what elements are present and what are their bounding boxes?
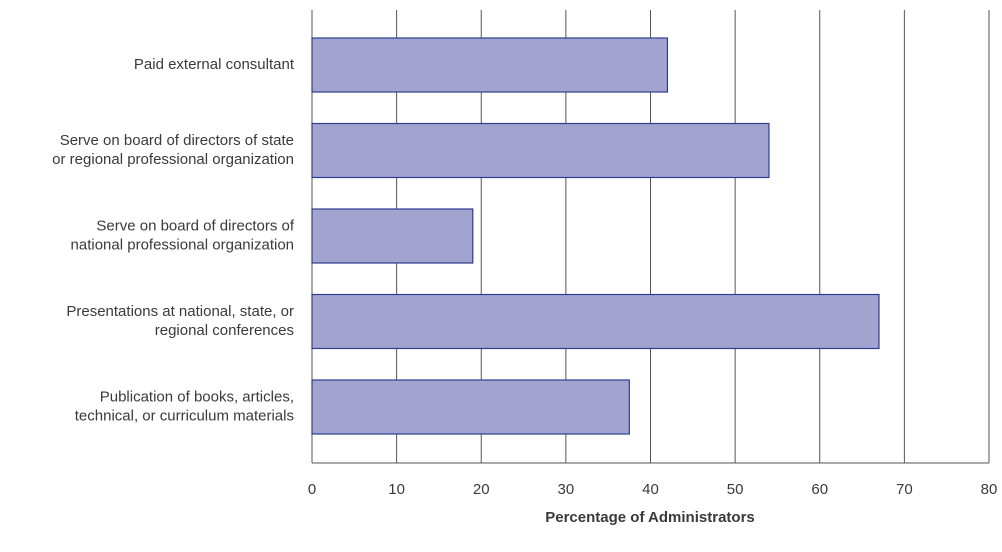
y-tick-label: Serve on board of directors of national p…	[71, 217, 295, 253]
y-tick-label: Serve on board of directors of state or r…	[52, 132, 294, 168]
x-tick-label: 50	[727, 481, 744, 498]
bar	[311, 122, 770, 179]
x-tick-label: 20	[473, 481, 490, 498]
bar	[311, 37, 669, 93]
y-tick-label: Presentations at national, state, or regi…	[66, 303, 294, 339]
bar	[311, 293, 880, 350]
x-tick-label: 80	[981, 481, 998, 498]
x-tick-label: 10	[388, 481, 405, 498]
x-tick-label: 70	[896, 481, 913, 498]
x-tick-label: 0	[308, 481, 316, 498]
y-tick-label: Publication of books, articles, technical…	[75, 388, 294, 424]
x-tick-label: 30	[558, 481, 575, 498]
x-tick-label: 60	[811, 481, 828, 498]
bar	[311, 208, 474, 264]
x-tick-label: 40	[642, 481, 659, 498]
x-axis-title: Percentage of Administrators	[545, 509, 755, 526]
bar	[311, 379, 630, 435]
y-tick-label: Paid external consultant	[134, 56, 295, 73]
